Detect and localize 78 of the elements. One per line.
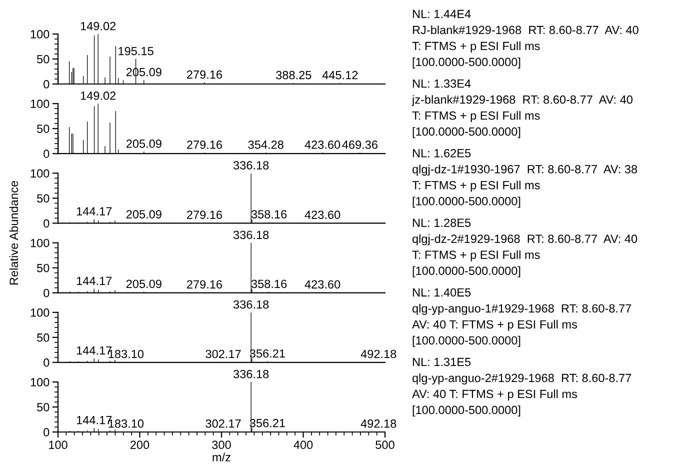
annotation: 423.60 <box>304 210 340 219</box>
annotation: 144.17 <box>76 207 112 216</box>
annotation: 279.16 <box>187 140 222 149</box>
annotation: 144.17 <box>76 276 112 285</box>
text: T: FTMS + p ESI Full ms <box>412 111 540 122</box>
text: RJ-blank#1929-1968 RT: 8.60-8.77 AV: 40 <box>412 26 638 34</box>
annotation: 336.18 <box>233 370 269 378</box>
annotation: 205.09 <box>126 140 162 148</box>
annotation: 358.16 <box>251 280 287 288</box>
y-tick-label: 100 <box>30 378 50 386</box>
text: NL: 1.62E5 <box>412 149 471 158</box>
y-tick-label: 50 <box>37 55 50 64</box>
text: qlg-yp-anguo-2#1929-1968 RT: 8.60-8.77 <box>412 373 632 385</box>
annotation: 469.36 <box>342 140 378 149</box>
annotation: 279.16 <box>187 280 222 289</box>
y-tick-label: 100 <box>30 100 50 108</box>
annotation: 302.17 <box>206 350 241 358</box>
text: AV: 40 T: FTMS + p ESI Full ms <box>412 389 578 401</box>
text: NL: 1.40E5 <box>412 288 471 297</box>
annotation: 423.60 <box>304 140 340 149</box>
text: [100.0000-500.0000] <box>412 266 520 278</box>
y-tick-label: 100 <box>30 238 50 248</box>
x-axis-title: m/z <box>212 452 230 462</box>
annotation: 423.60 <box>304 280 340 289</box>
text: NL: 1.31E5 <box>412 358 471 366</box>
text: [100.0000-500.0000] <box>412 196 520 208</box>
annotation: 205.09 <box>126 210 162 218</box>
x-tick-label: 500 <box>376 440 394 450</box>
x-tick-label: 400 <box>294 440 313 450</box>
text: [100.0000-500.0000] <box>412 336 520 347</box>
annotation: 492.18 <box>360 350 396 358</box>
y-tick-label: 100 <box>30 30 50 38</box>
annotation: 358.16 <box>251 210 287 218</box>
annotation: 279.16 <box>187 210 222 219</box>
text: NL: 1.33E4 <box>412 79 471 88</box>
text: NL: 1.44E4 <box>412 10 471 18</box>
annotation: 388.25 <box>276 70 312 80</box>
text: qlgj-dz-2#1929-1968 RT: 8.60-8.77 AV: 40 <box>412 234 638 246</box>
annotation: 354.28 <box>248 140 284 149</box>
text: T: FTMS + p ESI Full ms <box>412 250 540 262</box>
y-tick-label: 50 <box>37 403 50 412</box>
y-tick-label: 100 <box>30 308 50 317</box>
annotation: 149.02 <box>80 92 116 100</box>
text: AV: 40 T: FTMS + p ESI Full ms <box>412 320 578 331</box>
y-tick-label: 50 <box>37 194 50 203</box>
text: [100.0000-500.0000] <box>412 405 520 417</box>
y-tick-label: 0 <box>44 288 50 298</box>
y-tick-label: 100 <box>30 169 50 178</box>
x-tick-label: 100 <box>49 440 68 450</box>
annotation: 445.12 <box>322 70 358 80</box>
annotation: 195.15 <box>118 46 154 56</box>
x-tick-label: 200 <box>130 440 150 450</box>
y-tick-label: 50 <box>37 264 50 272</box>
annotation: 336.18 <box>233 230 269 240</box>
text: T: FTMS + p ESI Full ms <box>412 180 540 192</box>
annotation: 336.18 <box>233 161 269 170</box>
y-tick-label: 50 <box>37 333 50 342</box>
text: [100.0000-500.0000] <box>412 58 520 69</box>
text: T: FTMS + p ESI Full ms <box>412 42 540 52</box>
y-tick-label: 0 <box>44 219 50 228</box>
text: qlgj-dz-1#1930-1967 RT: 8.60-8.77 AV: 38 <box>412 164 638 176</box>
annotation: 205.09 <box>126 280 162 288</box>
y-tick-label: 0 <box>44 80 50 88</box>
y-tick-label: 0 <box>44 428 50 436</box>
annotation: 336.18 <box>233 300 269 309</box>
text: qlg-yp-anguo-1#1929-1968 RT: 8.60-8.77 <box>412 304 632 315</box>
text: [100.0000-500.0000] <box>412 127 520 138</box>
y-axis-title: Relative Abundance <box>9 181 18 285</box>
annotation: 279.16 <box>187 70 222 79</box>
annotation: 302.17 <box>206 419 241 428</box>
y-tick-label: 0 <box>44 150 50 158</box>
text: jz-blank#1929-1968 RT: 8.60-8.77 AV: 40 <box>412 95 632 106</box>
x-tick-label: 300 <box>212 440 231 450</box>
y-tick-label: 50 <box>37 124 50 133</box>
text: NL: 1.28E5 <box>412 218 471 227</box>
y-tick-label: 0 <box>44 358 50 367</box>
annotation: 149.02 <box>80 22 116 30</box>
annotation: 492.18 <box>360 419 396 428</box>
